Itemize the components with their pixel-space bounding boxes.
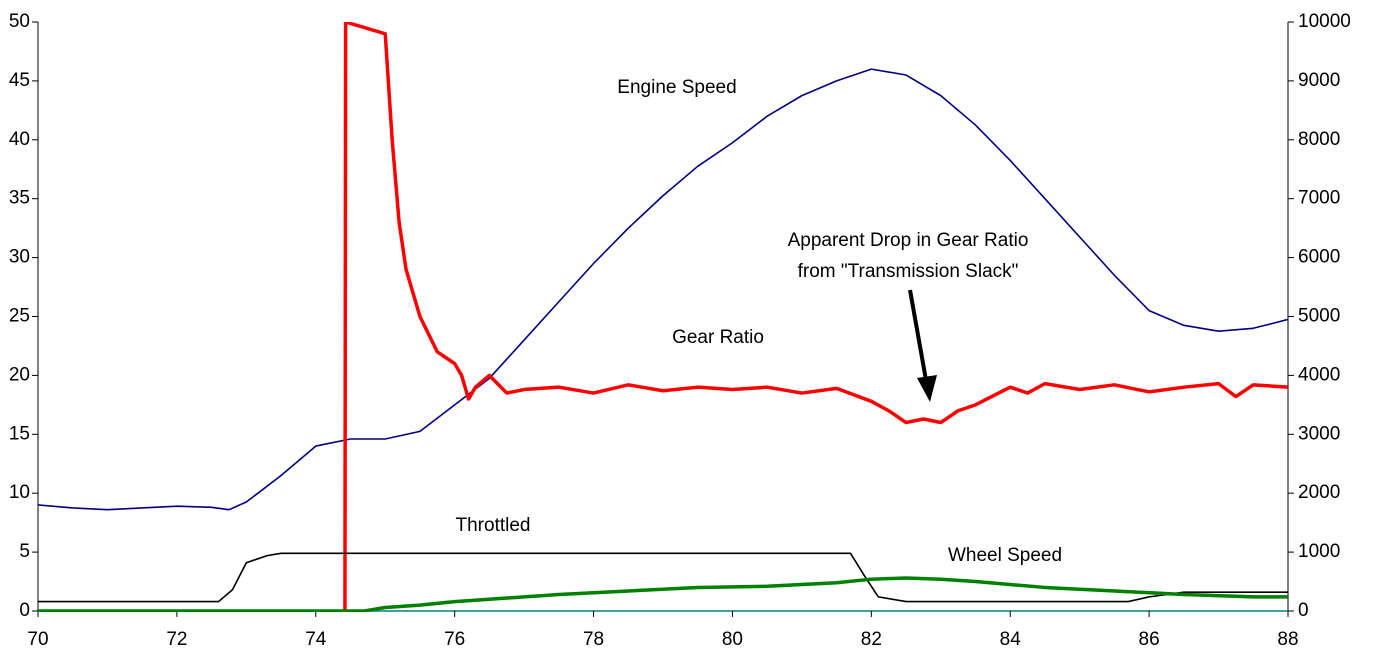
y-tick-label: 5 (19, 541, 30, 562)
series-label: Wheel Speed (948, 545, 1062, 566)
y-tick-label: 10 (9, 482, 30, 503)
x-tick-label: 76 (444, 629, 465, 650)
y2-tick-label: 0 (1298, 600, 1309, 621)
y2-tick-label: 5000 (1298, 306, 1340, 327)
y-tick-label: 45 (9, 70, 30, 91)
x-tick-label: 74 (305, 629, 327, 650)
y2-tick-label: 2000 (1298, 482, 1340, 503)
plot-area (38, 22, 1288, 612)
y2-tick-label: 10000 (1298, 11, 1351, 32)
series-line (38, 552, 1288, 603)
y-tick-label: 20 (9, 364, 30, 385)
x-tick-label: 88 (1277, 629, 1298, 650)
series-label: Gear Ratio (672, 327, 764, 348)
annotation: from "Transmission Slack" (798, 261, 1019, 282)
y-tick-label: 30 (9, 247, 30, 268)
annotation-arrow (908, 289, 928, 381)
y-tick-label: 50 (9, 11, 30, 32)
x-tick-label: 72 (166, 629, 187, 650)
series-line (343, 22, 1288, 612)
y2-tick-label: 6000 (1298, 247, 1340, 268)
y2-tick-label: 4000 (1298, 364, 1340, 385)
y-tick-label: 25 (9, 306, 30, 327)
x-tick-label: 86 (1139, 629, 1160, 650)
y-tick-label: 40 (9, 129, 30, 150)
x-tick-label: 70 (27, 629, 48, 650)
series-label: Throttled (456, 515, 531, 536)
annotation: Apparent Drop in Gear Ratio (788, 230, 1029, 251)
y2-tick-label: 9000 (1298, 70, 1340, 91)
y-tick-label: 15 (9, 423, 30, 444)
y2-tick-label: 3000 (1298, 423, 1340, 444)
y-tick-label: 35 (9, 188, 30, 209)
series-line (38, 576, 1288, 612)
x-tick-label: 82 (861, 629, 882, 650)
x-tick-label: 78 (583, 629, 604, 650)
y-tick-label: 0 (19, 600, 30, 621)
x-tick-label: 80 (722, 629, 743, 650)
series-label: Engine Speed (617, 77, 736, 98)
y2-tick-label: 1000 (1298, 541, 1340, 562)
y2-tick-label: 7000 (1298, 188, 1340, 209)
annotation-arrowhead (917, 375, 937, 402)
y2-tick-label: 8000 (1298, 129, 1340, 150)
x-tick-label: 84 (1000, 629, 1022, 650)
series-line (38, 68, 1288, 511)
